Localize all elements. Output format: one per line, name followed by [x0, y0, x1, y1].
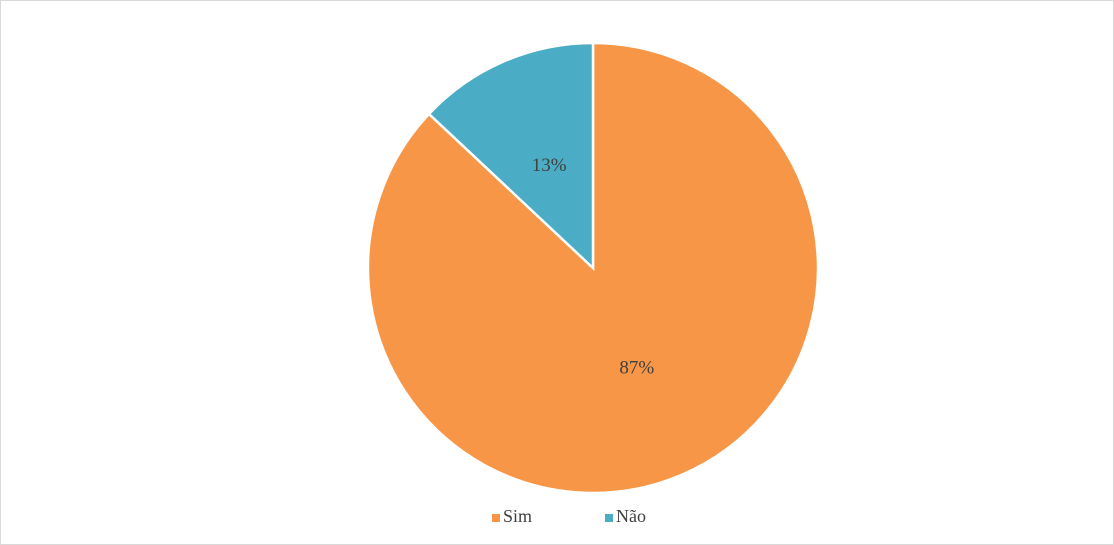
legend-swatch [605, 514, 613, 522]
legend-swatch [492, 514, 500, 522]
legend-label: Não [616, 506, 646, 526]
legend-label: Sim [503, 506, 532, 526]
data-label: 87% [619, 358, 654, 379]
data-label: 13% [532, 155, 567, 176]
pie-slice [427, 41, 595, 271]
